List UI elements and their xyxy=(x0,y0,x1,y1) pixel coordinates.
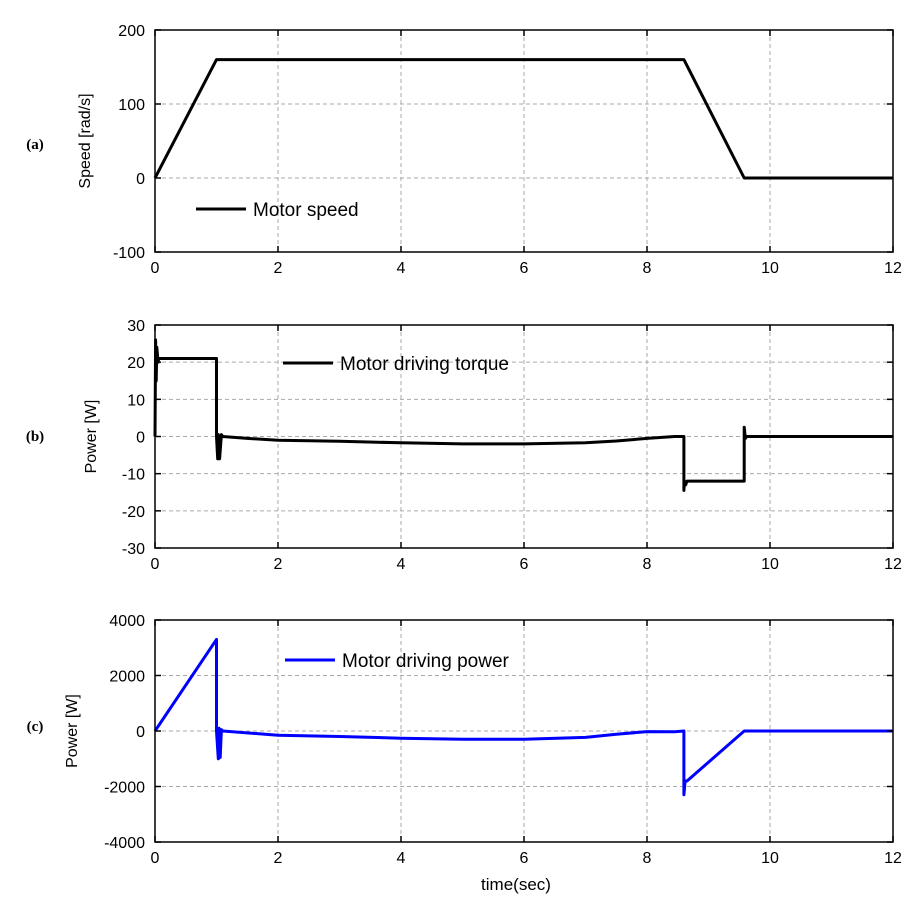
series-line xyxy=(153,58,893,180)
y-tick-label: 0 xyxy=(136,724,145,741)
x-tick-label: 12 xyxy=(884,260,902,277)
panel-c: 0 2 4 6 8 10 12 -4000 -2000 0 2000 4000 Power [W] tim… xyxy=(27,613,902,894)
x-tick-label: 6 xyxy=(520,260,529,277)
y-tick-label: 200 xyxy=(118,23,145,40)
x-tick-label: 10 xyxy=(761,556,779,573)
panel-label: (c) xyxy=(27,719,44,735)
x-tick-label: 2 xyxy=(274,850,283,867)
panel-a: 0 2 4 6 8 10 12 -100 0 100 200 Speed [rad/s] (a) Moto… xyxy=(26,23,902,277)
y-tick-label: -30 xyxy=(122,541,145,558)
y-tick-label: 100 xyxy=(118,97,145,114)
y-tick-label: 30 xyxy=(127,318,145,335)
legend-label: Motor driving torque xyxy=(340,354,509,375)
x-tick-label: 12 xyxy=(884,850,902,867)
x-tick-label: 8 xyxy=(643,850,652,867)
y-tick-label: -10 xyxy=(122,467,145,484)
x-tick-label: 2 xyxy=(274,556,283,573)
x-tick-label: 0 xyxy=(151,260,160,277)
y-tick-label: 0 xyxy=(136,171,145,188)
x-tick-label: 12 xyxy=(884,556,902,573)
panel-b: 0 2 4 6 8 10 12 -30 -20 -10 0 10 20 30 Power [W] (b) Mot… xyxy=(26,318,902,573)
series-line xyxy=(153,338,893,492)
x-tick-label: 0 xyxy=(151,850,160,867)
x-tick-label: 6 xyxy=(520,850,529,867)
x-tick-label: 4 xyxy=(397,260,406,277)
y-tick-label: -20 xyxy=(122,504,145,521)
panel-label: (b) xyxy=(26,429,44,445)
y-tick-label: 2000 xyxy=(109,669,145,686)
y-tick-label: 20 xyxy=(127,355,145,372)
x-tick-label: 4 xyxy=(397,556,406,573)
legend-label: Motor driving power xyxy=(342,651,510,672)
x-tick-label: 4 xyxy=(397,850,406,867)
y-axis-label: Power [W] xyxy=(64,694,81,768)
y-axis-label: Power [W] xyxy=(83,400,100,474)
x-tick-label: 0 xyxy=(151,556,160,573)
series-line xyxy=(153,637,893,797)
x-tick-label: 10 xyxy=(761,850,779,867)
y-tick-label: 0 xyxy=(136,430,145,447)
y-tick-label: -2000 xyxy=(104,780,145,797)
panel-label: (a) xyxy=(26,137,44,153)
x-tick-label: 2 xyxy=(274,260,283,277)
x-tick-label: 6 xyxy=(520,556,529,573)
x-tick-label: 8 xyxy=(643,556,652,573)
y-tick-label: 4000 xyxy=(109,613,145,630)
legend-label: Motor speed xyxy=(253,200,359,221)
y-axis-label: Speed [rad/s] xyxy=(77,93,94,188)
x-tick-label: 8 xyxy=(643,260,652,277)
x-tick-label: 10 xyxy=(761,260,779,277)
x-axis-label: time(sec) xyxy=(481,875,551,894)
y-tick-label: 10 xyxy=(127,392,145,409)
y-tick-label: -4000 xyxy=(104,835,145,852)
y-tick-label: -100 xyxy=(113,245,145,262)
